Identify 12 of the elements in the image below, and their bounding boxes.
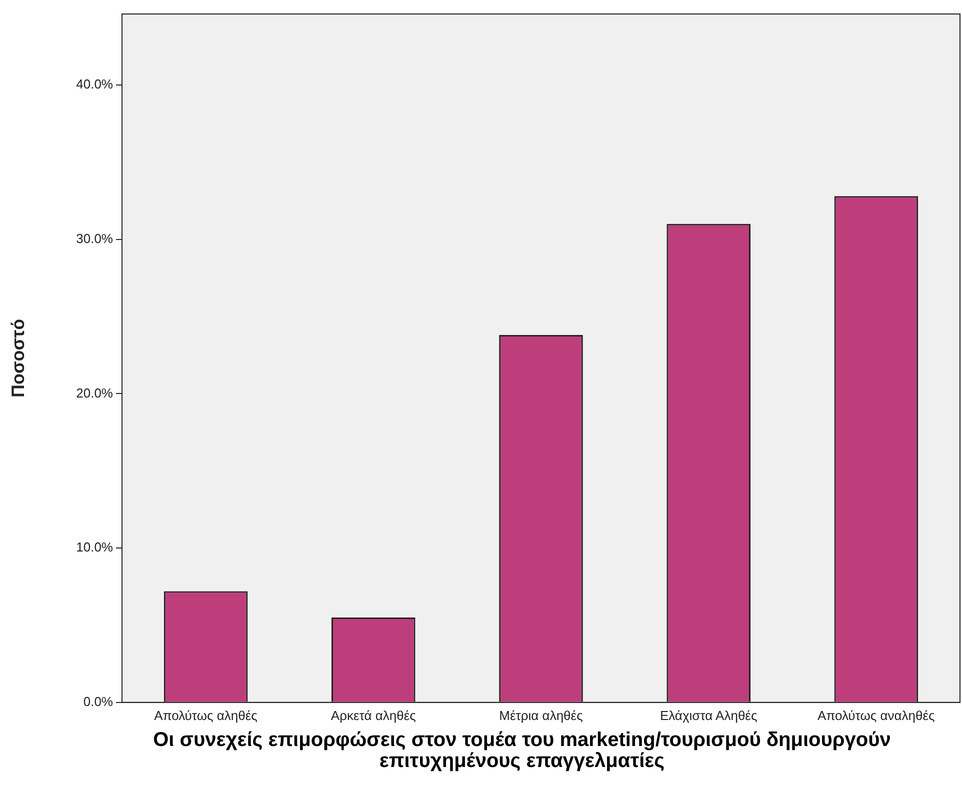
y-tick-label: 20.0% <box>76 385 114 400</box>
y-axis-title: Ποσοστό <box>8 318 28 398</box>
x-tick-label: Απολύτως αναληθές <box>818 708 935 723</box>
x-axis-title: Οι συνεχείς επιμορφώσεις στον τομέα του marketing/τουρισμού δημιουργούν επιτυχημένους επαγγελματίες <box>152 729 892 772</box>
y-tick-label: 40.0% <box>76 76 114 92</box>
x-tick-label: Αρκετά αληθές <box>330 708 416 723</box>
y-tick-label: 30.0% <box>76 230 114 246</box>
x-tick-label: Απολύτως αληθές <box>154 708 258 723</box>
y-tick-label: 10.0% <box>76 540 114 555</box>
x-tick-label: Μέτρια αληθές <box>499 708 583 723</box>
y-tick-label: 0.0% <box>83 694 114 709</box>
x-tick-label: Ελάχιστα Αληθές <box>660 708 758 723</box>
